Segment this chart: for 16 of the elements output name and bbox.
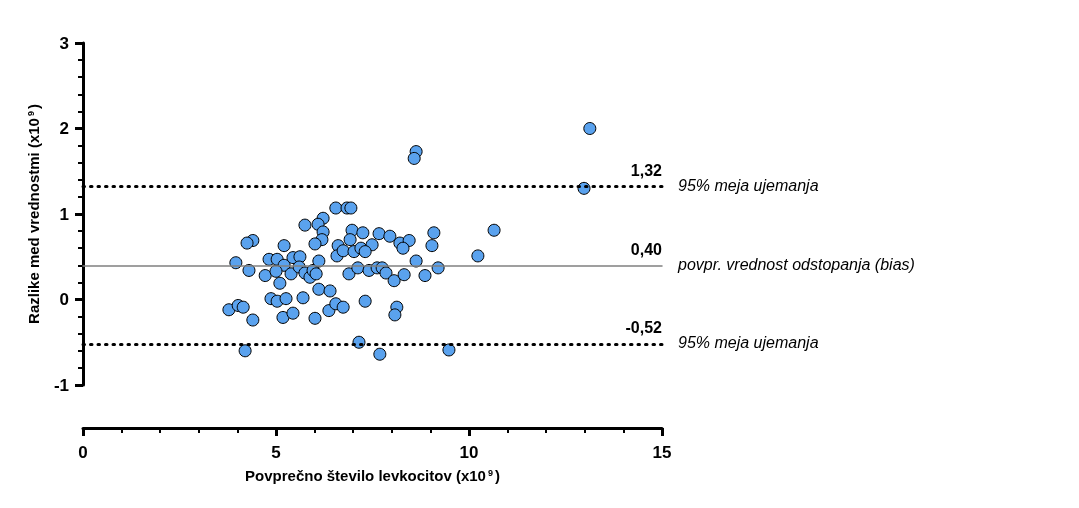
y-tick-label: 3 — [59, 33, 69, 53]
ref-line-label: -0,52 — [625, 319, 663, 337]
ref-line-label: 1,32 — [630, 162, 663, 180]
x-tick-label: 15 — [652, 443, 672, 462]
y-axis-title: Razlike med vrednostmi (x109) — [25, 104, 42, 324]
y-tick-label: -1 — [53, 375, 69, 395]
y-tick-label: 0 — [59, 290, 69, 309]
y-tick-label: 1 — [59, 204, 69, 224]
text: 95% meja ujemanja — [678, 177, 819, 195]
x-tick-label: 0 — [78, 443, 88, 462]
text: povpr. vrednost odstopanja (bias) — [677, 255, 915, 273]
y-tick-label: 2 — [59, 119, 69, 138]
ref-line-label: 0,40 — [630, 240, 663, 258]
text: 95% meja ujemanja — [678, 334, 819, 352]
x-tick-label: 10 — [459, 443, 479, 462]
x-tick-label: 5 — [271, 443, 281, 462]
